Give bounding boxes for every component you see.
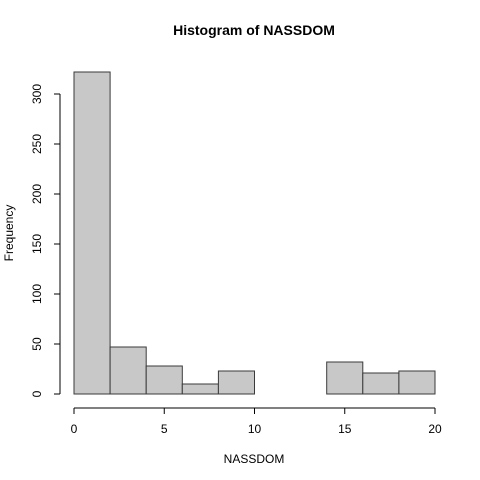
y-tick-label: 0 (30, 390, 44, 397)
y-tick-label: 250 (30, 134, 44, 154)
y-tick-label: 50 (30, 337, 44, 351)
bars-group (73, 71, 436, 395)
y-tick-label: 300 (30, 84, 44, 104)
histogram-bar (109, 346, 147, 395)
y-axis-label: Frequency (2, 205, 16, 262)
histogram-bar (217, 370, 255, 395)
histogram-bar (181, 383, 219, 395)
x-tick-label: 20 (428, 422, 442, 436)
histogram-bar (398, 370, 436, 395)
chart-title: Histogram of NASSDOM (173, 22, 335, 38)
y-tick-label: 150 (30, 234, 44, 254)
y-axis: 0 50 100 150 200 250 300 (30, 84, 61, 397)
x-tick-label: 0 (71, 422, 78, 436)
histogram-bar (362, 372, 400, 395)
x-tick-label: 15 (338, 422, 352, 436)
x-tick-label: 10 (248, 422, 262, 436)
histogram-bar (145, 365, 183, 395)
y-tick-label: 100 (30, 284, 44, 304)
y-tick-label: 200 (30, 184, 44, 204)
x-axis: 0 5 10 15 20 (71, 407, 442, 436)
histogram-bar (73, 71, 111, 395)
x-tick-label: 5 (161, 422, 168, 436)
histogram-bar (326, 361, 364, 395)
x-axis-label: NASSDOM (224, 452, 285, 466)
